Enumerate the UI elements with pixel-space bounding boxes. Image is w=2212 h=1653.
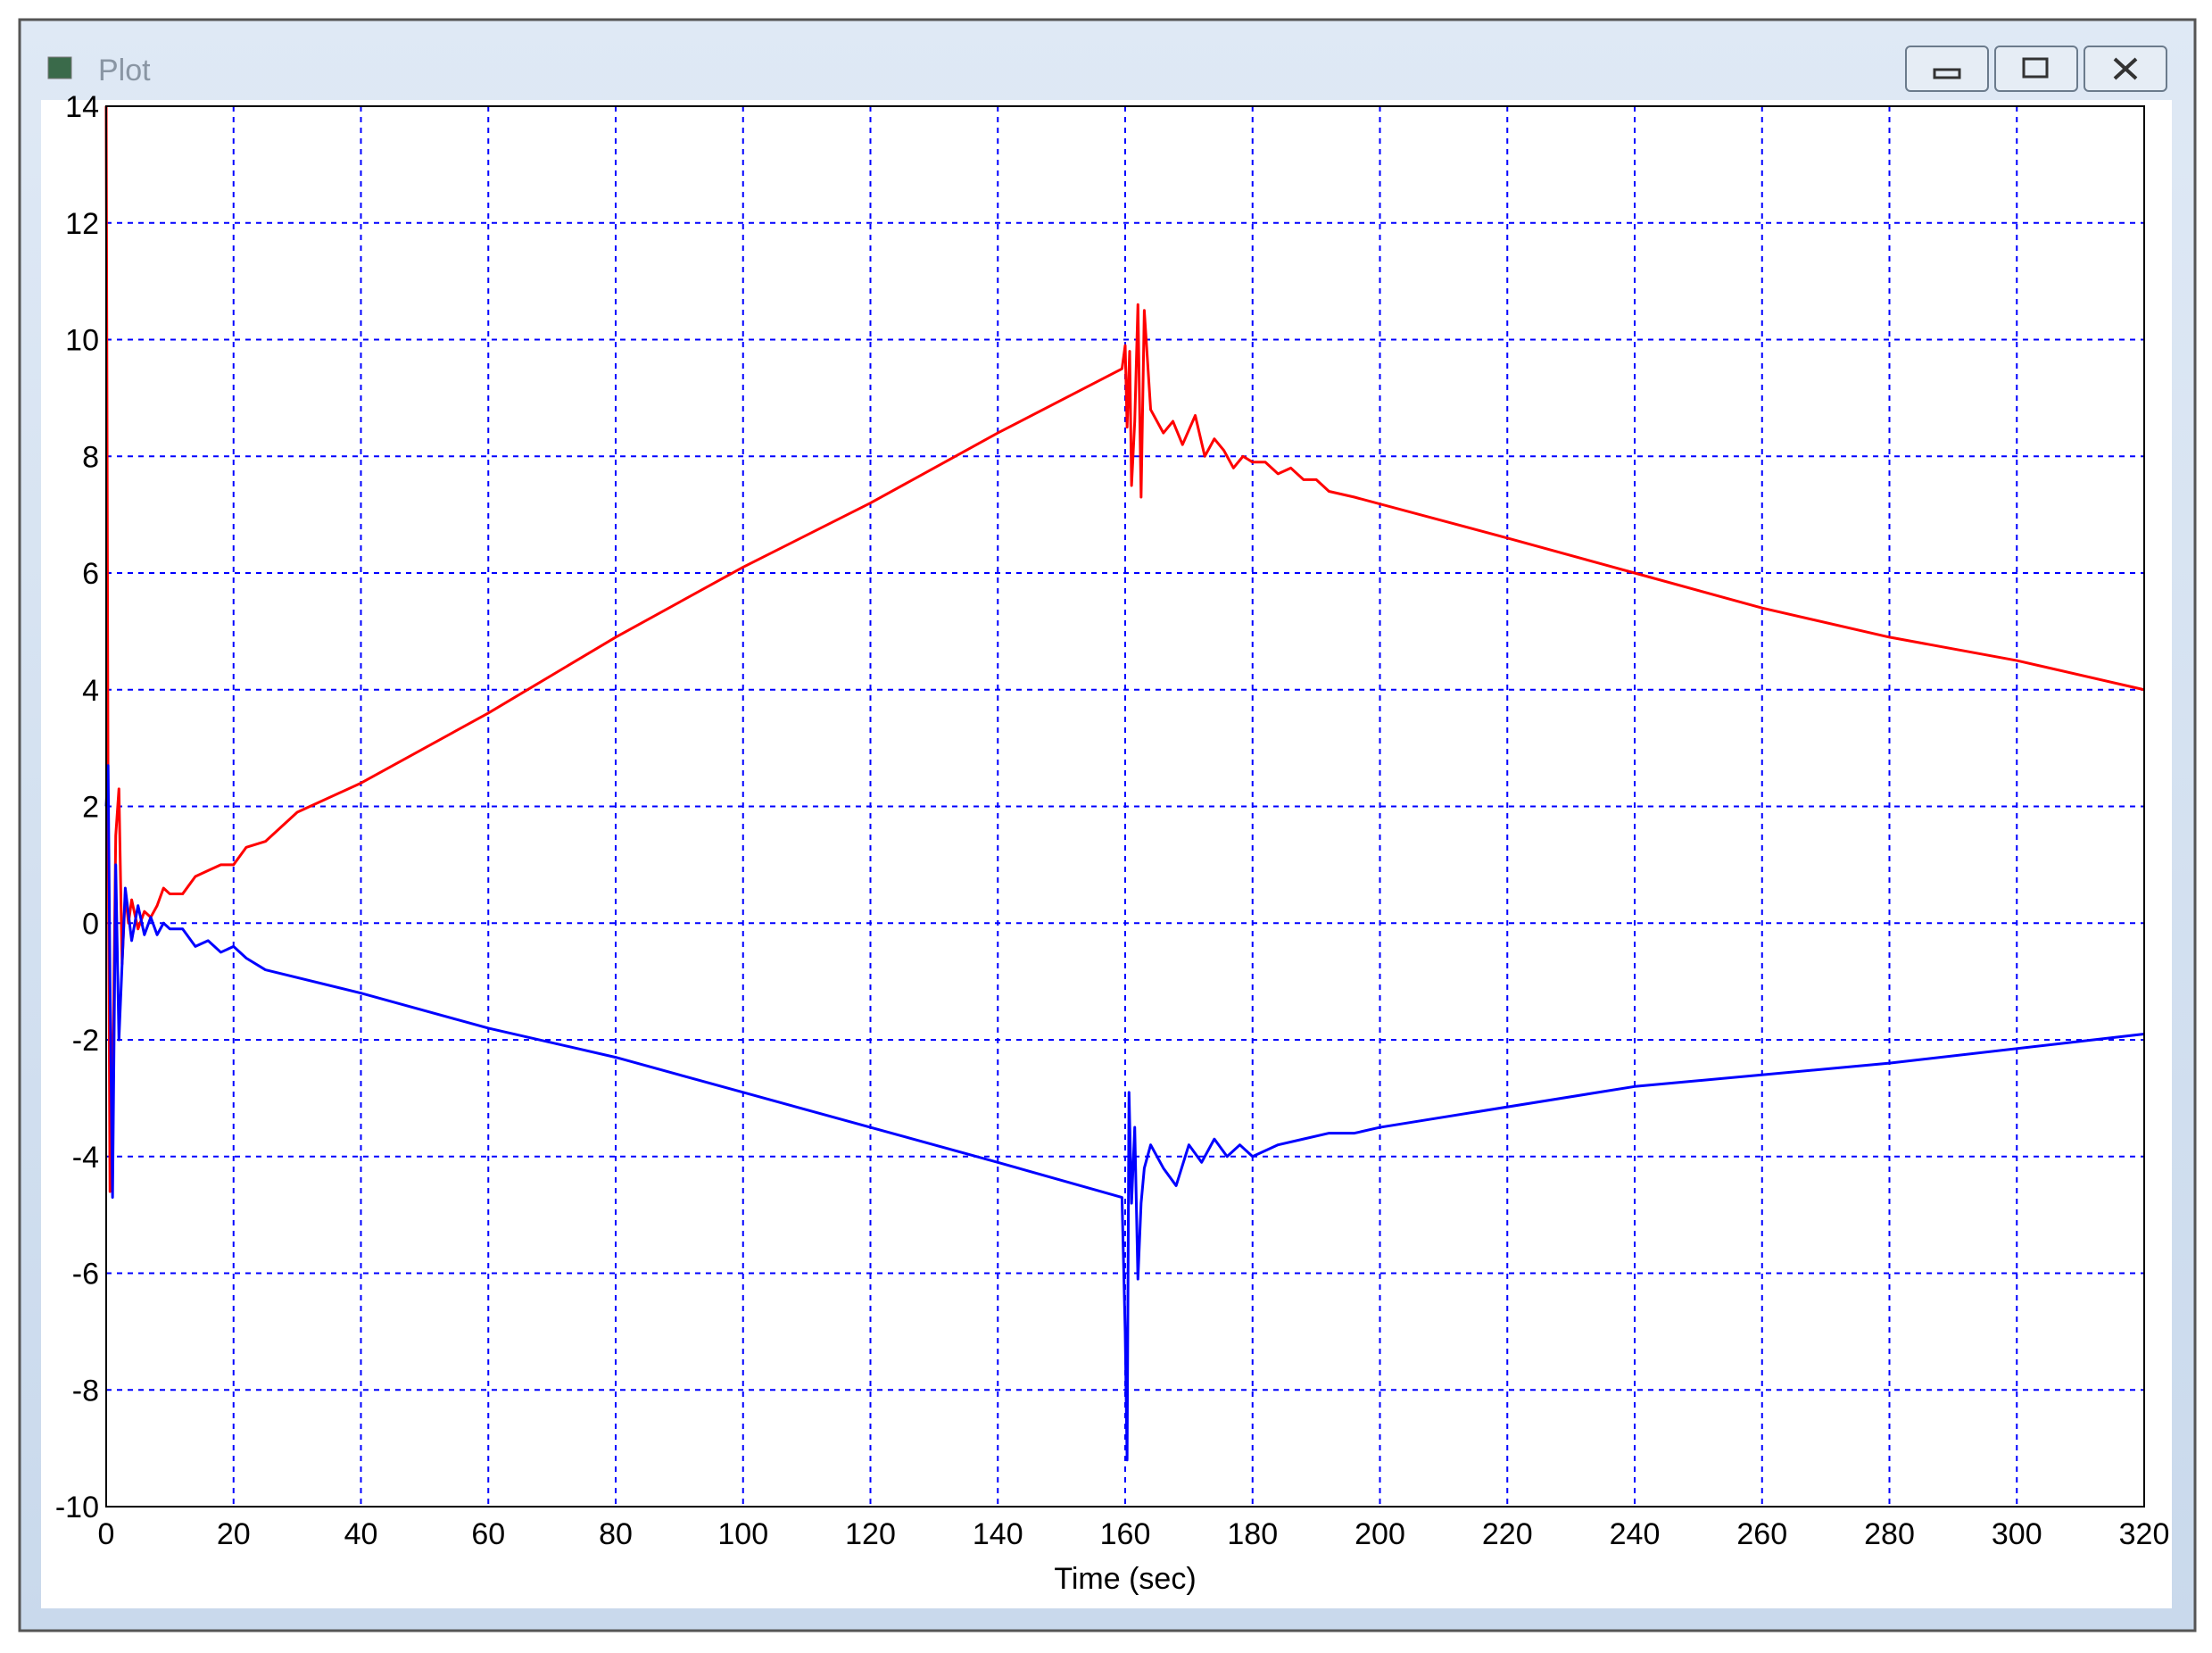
data-line: [104, 105, 2145, 1193]
x-axis-label: Time (sec): [1054, 1562, 1196, 1596]
maximize-icon: [2022, 57, 2049, 79]
x-tick-label: 300: [1992, 1517, 2042, 1551]
y-tick-label: 12: [65, 207, 99, 241]
data-line: [104, 764, 2145, 1462]
y-tick-label: 10: [65, 324, 99, 358]
x-tick-label: 140: [973, 1517, 1023, 1551]
maximize-button[interactable]: [1994, 46, 2078, 92]
plot: 0 20 40 60 80 100 120 140 160 180 200 220 240 260 280 3…: [55, 90, 2170, 1551]
axes-frame: [105, 105, 2145, 1508]
x-tick-label: 220: [1482, 1517, 1533, 1551]
x-tick-label: 260: [1736, 1517, 1787, 1551]
x-tick-label: 0: [98, 1517, 115, 1551]
y-tick-label: -4: [72, 1141, 99, 1175]
x-tick-label: 280: [1864, 1517, 1915, 1551]
y-tick-label: -10: [55, 1491, 99, 1524]
x-tick-label: 200: [1355, 1517, 1405, 1551]
y-tick-label: 2: [82, 791, 99, 825]
y-tick-label: -8: [72, 1374, 99, 1408]
y-tick-label: 4: [82, 674, 99, 708]
y-tick-label: -6: [72, 1258, 99, 1292]
minimize-icon: [1933, 68, 1961, 79]
y-tick-label: 8: [82, 440, 99, 474]
x-tick-label: 40: [344, 1517, 378, 1551]
x-tick-label: 240: [1610, 1517, 1661, 1551]
window-controls: [1905, 46, 2167, 92]
x-tick-label: 100: [717, 1517, 768, 1551]
y-tick-label: -2: [72, 1024, 99, 1058]
x-tick-label: 160: [1100, 1517, 1151, 1551]
x-tick-label: 320: [2119, 1517, 2170, 1551]
window-title: Plot: [98, 54, 151, 87]
y-tick-label: 0: [82, 907, 99, 941]
x-tick-label: 180: [1227, 1517, 1278, 1551]
x-tick-label: 80: [599, 1517, 633, 1551]
x-tick-label: 120: [845, 1517, 896, 1551]
y-tick-label: 6: [82, 557, 99, 591]
close-icon: [2113, 57, 2138, 80]
window-icon: [47, 56, 72, 79]
x-tick-label: 60: [471, 1517, 505, 1551]
y-tick-label: 14: [65, 90, 99, 124]
x-tick-label: 20: [217, 1517, 251, 1551]
